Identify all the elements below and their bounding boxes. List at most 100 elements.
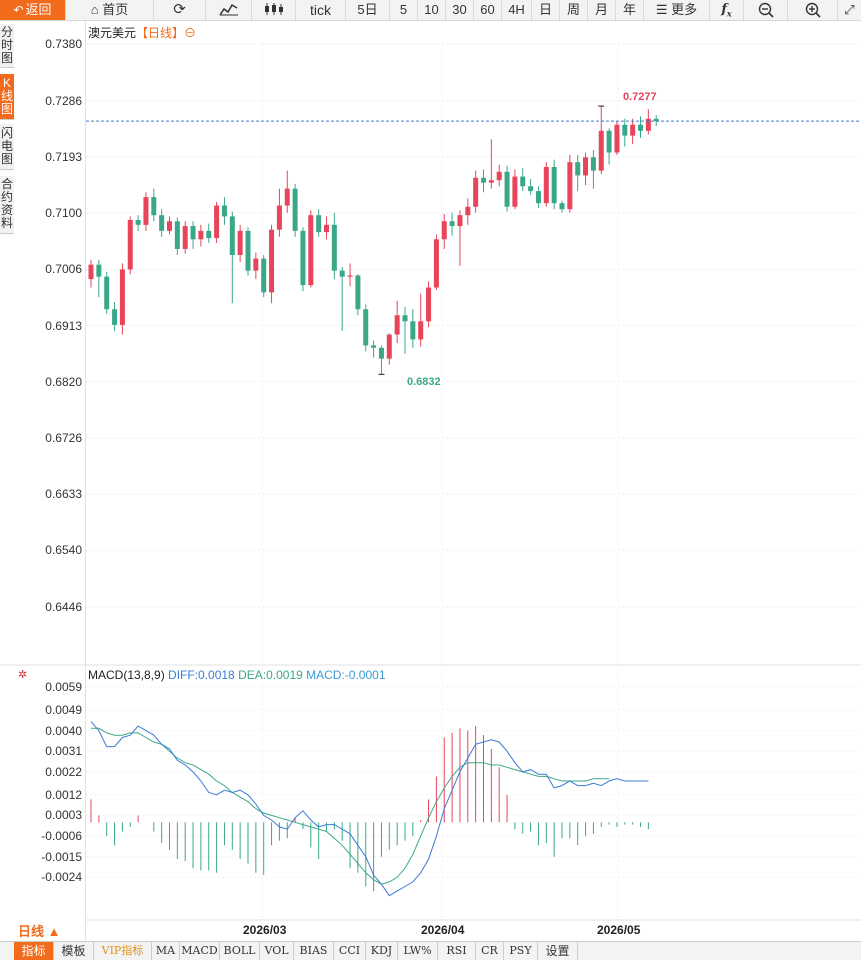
candle-chart-button[interactable] <box>252 0 296 20</box>
macd-hist-value: MACD:-0.0001 <box>306 668 386 682</box>
indicator-tab-template[interactable]: 模板 <box>54 942 94 960</box>
candle-body <box>543 166 549 204</box>
candle-body <box>449 221 455 227</box>
indicator-bias[interactable]: BIAS <box>294 942 334 960</box>
period-60min[interactable]: 60 <box>474 0 502 20</box>
candle-body <box>402 315 408 322</box>
candle-body <box>167 221 172 231</box>
period-label[interactable]: 【日线】 <box>136 26 185 40</box>
indicator-tab-vip[interactable]: VIP指标 <box>94 942 152 960</box>
formula-button[interactable]: fx <box>710 0 744 20</box>
indicator-psy[interactable]: PSY <box>504 942 538 960</box>
price-tick-label: 0.6446 <box>45 600 82 614</box>
indicator-kdj[interactable]: KDJ <box>366 942 398 960</box>
macd-tick-label: -0.0015 <box>41 849 82 864</box>
tick-button[interactable]: tick <box>296 0 346 20</box>
macd-header: MACD(13,8,9) DIFF:0.0018 DEA:0.0019 MACD… <box>88 668 386 682</box>
price-tick-label: 0.7006 <box>45 262 82 277</box>
candle-body <box>182 226 188 249</box>
indicator-bar: 指标 模板 VIP指标 MA MACD BOLL VOL BIAS CCI KD… <box>0 941 861 960</box>
indicator-rsi[interactable]: RSI <box>438 942 476 960</box>
price-tick-label: 0.6820 <box>45 374 82 389</box>
zoom-in-icon <box>805 2 821 18</box>
zoom-in-button[interactable] <box>788 0 838 20</box>
candle-body <box>324 224 329 233</box>
period-year[interactable]: 年 <box>616 0 644 20</box>
candle-body <box>426 287 432 322</box>
back-button[interactable]: ↶ 返回 <box>0 0 66 20</box>
indicator-settings[interactable]: 设置 <box>538 942 578 960</box>
candle-body <box>567 162 573 210</box>
fx-icon: fx <box>721 2 732 19</box>
settings-icon[interactable]: ✲ <box>18 669 28 681</box>
period-30min[interactable]: 30 <box>446 0 474 20</box>
macd-tick-label: 0.0049 <box>45 702 82 717</box>
candle-body <box>331 224 337 271</box>
candle-body <box>269 229 275 293</box>
collapse-icon[interactable]: ⊖ <box>184 26 197 40</box>
indicator-tab-main[interactable]: 指标 <box>14 942 54 960</box>
candle-body <box>622 124 628 136</box>
tab-timeshare[interactable]: 分时图 <box>0 24 14 68</box>
candle-body <box>308 215 314 286</box>
candle-body <box>598 130 604 171</box>
candle-body <box>245 230 251 271</box>
period-week[interactable]: 周 <box>560 0 588 20</box>
candle-body <box>276 205 282 230</box>
candle-body <box>284 188 290 206</box>
candle-body <box>520 176 526 187</box>
candle-body <box>119 269 125 325</box>
indicator-macd[interactable]: MACD <box>180 942 220 960</box>
indicator-cr[interactable]: CR <box>476 942 504 960</box>
period-selector[interactable]: 日线 ▲ <box>18 924 61 939</box>
candle-body <box>535 191 541 204</box>
indicator-vol[interactable]: VOL <box>260 942 294 960</box>
candle-body <box>316 215 322 233</box>
candle-body <box>363 309 369 346</box>
period-5day[interactable]: 5日 <box>346 0 390 20</box>
tab-flash[interactable]: 闪电图 <box>0 124 14 170</box>
indicator-boll[interactable]: BOLL <box>220 942 260 960</box>
line-chart-button[interactable] <box>206 0 252 20</box>
menu-icon: ☰ <box>655 2 668 17</box>
period-day[interactable]: 日 <box>532 0 560 20</box>
candle-body <box>473 177 479 207</box>
high-marker-label: 0.7277 <box>623 91 657 103</box>
indicator-lw[interactable]: LW% <box>398 942 438 960</box>
candle-body <box>496 171 502 181</box>
period-5min[interactable]: 5 <box>390 0 418 20</box>
chart-area[interactable] <box>85 21 861 943</box>
instrument-name: 澳元美元 <box>88 26 137 40</box>
candle-body <box>559 203 565 210</box>
indicator-ma[interactable]: MA <box>152 942 180 960</box>
candle-body <box>339 270 345 277</box>
candlestick-icon <box>264 3 283 15</box>
home-button[interactable]: ⌂ 首页 <box>66 0 154 20</box>
candle-body <box>355 275 361 310</box>
price-tick-label: 0.6726 <box>45 431 82 446</box>
candle-body <box>441 221 447 240</box>
zoom-out-button[interactable] <box>744 0 788 20</box>
candle-body <box>104 276 110 310</box>
fullscreen-button[interactable]: ⤢ <box>838 0 861 20</box>
period-4h[interactable]: 4H <box>502 0 532 20</box>
period-month[interactable]: 月 <box>588 0 616 20</box>
candle-body <box>135 220 141 225</box>
refresh-button[interactable]: ⟳ <box>154 0 206 20</box>
price-tick-label: 0.7286 <box>45 93 82 108</box>
date-label-apr: 2026/04 <box>421 923 465 937</box>
price-tick-label: 0.7380 <box>45 37 82 51</box>
price-tick-label: 0.6633 <box>45 487 82 502</box>
tab-contract-info[interactable]: 合约资料 <box>0 176 14 234</box>
candle-body <box>206 230 212 239</box>
more-button[interactable]: ☰ 更多 <box>644 0 710 20</box>
candle-body <box>198 230 204 240</box>
period-10min[interactable]: 10 <box>418 0 446 20</box>
indicator-cci[interactable]: CCI <box>334 942 366 960</box>
macd-tick-label: 0.0003 <box>45 808 82 823</box>
home-icon: ⌂ <box>90 2 99 17</box>
price-tick-label: 0.7193 <box>45 149 82 164</box>
candle-body <box>96 264 102 277</box>
